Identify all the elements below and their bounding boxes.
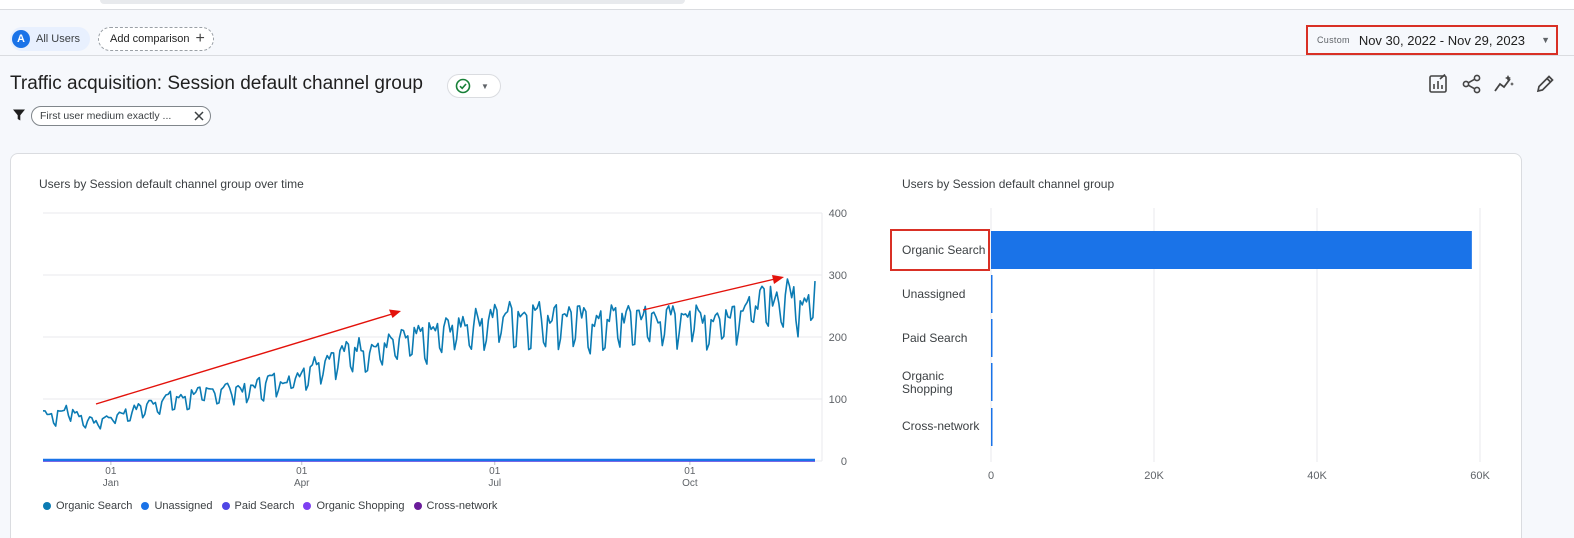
x-tick-day: 01 — [296, 466, 308, 477]
date-range-picker[interactable]: Custom Nov 30, 2022 - Nov 29, 2023 ▼ — [1306, 25, 1558, 55]
annotation-arrow — [95, 313, 393, 405]
legend-label: Unassigned — [154, 500, 213, 512]
add-comparison-label: Add comparison — [110, 33, 190, 45]
bar-chart-title: Users by Session default channel group — [902, 177, 1115, 191]
check-circle-icon — [455, 78, 471, 94]
chevron-down-icon: ▼ — [481, 81, 489, 91]
segment-label: All Users — [36, 33, 81, 45]
chevron-down-icon: ▼ — [1541, 35, 1550, 45]
bar-label-organic-shopping: Organic Shopping — [902, 370, 953, 396]
top-strip — [0, 0, 1574, 10]
legend-item-organic-shopping[interactable]: Organic Shopping — [303, 500, 405, 512]
filter-icon — [13, 109, 25, 121]
page-title: Traffic acquisition: Session default cha… — [10, 73, 423, 94]
arrowhead — [772, 275, 784, 284]
legend-item-paid-search[interactable]: Paid Search — [221, 500, 295, 512]
line-chart-legend: Organic Search Unassigned Paid Search Or… — [43, 500, 497, 512]
legend-item-organic-search[interactable]: Organic Search — [43, 500, 132, 512]
x-tick-month: Jul — [488, 478, 501, 489]
legend-swatch — [141, 502, 150, 510]
bar-label-paid-search: Paid Search — [902, 331, 968, 345]
share-icon[interactable] — [1461, 73, 1483, 95]
legend-swatch — [303, 502, 312, 510]
x-tick-day: 01 — [489, 466, 501, 477]
series-line-organic-search — [42, 278, 816, 430]
date-range-value: Nov 30, 2022 - Nov 29, 2023 — [1358, 32, 1526, 48]
arrowhead — [389, 309, 401, 318]
highlight-box — [890, 229, 990, 271]
legend-label: Organic Shopping — [316, 500, 405, 512]
x-tick-month: Jan — [103, 478, 119, 489]
y-tick-label: 0 — [841, 456, 847, 468]
edit-icon[interactable] — [1534, 73, 1556, 95]
legend-swatch — [43, 502, 51, 510]
x-tick-label: 60K — [1470, 470, 1490, 482]
date-range-type: Custom — [1317, 35, 1350, 45]
x-tick-label: 0 — [988, 470, 994, 482]
bar-label-unassigned: Unassigned — [902, 287, 966, 301]
line-chart-title: Users by Session default channel group o… — [39, 177, 304, 191]
customize-report-icon[interactable] — [1427, 73, 1449, 95]
x-tick-label: 40K — [1307, 470, 1327, 482]
legend-item-cross-network[interactable]: Cross-network — [413, 500, 498, 512]
legend-label: Organic Search — [56, 500, 133, 512]
legend-label: Paid Search — [234, 500, 295, 512]
filter-chip-label: First user medium exactly ... — [40, 110, 172, 122]
add-comparison-button[interactable]: Add comparison + — [98, 27, 214, 51]
bar-label-line: Organic — [902, 369, 945, 383]
annotation-arrow — [642, 278, 776, 311]
x-tick-day: 01 — [105, 466, 117, 477]
x-tick-day: 01 — [684, 466, 696, 477]
legend-label: Cross-network — [426, 500, 498, 512]
report-status-dropdown[interactable]: ▼ — [447, 74, 501, 98]
plus-icon: + — [195, 30, 205, 47]
segment-badge: A — [12, 30, 30, 48]
legend-swatch — [221, 502, 230, 510]
bar-organic-shopping — [991, 363, 993, 401]
y-tick-label: 200 — [829, 332, 847, 344]
bar-cross-network — [991, 408, 993, 446]
bar-label-line: Shopping — [902, 382, 953, 396]
chart-card — [10, 153, 1522, 538]
legend-swatch — [413, 502, 422, 510]
segment-chip-all-users[interactable]: A All Users — [10, 27, 91, 51]
legend-item-unassigned[interactable]: Unassigned — [141, 500, 213, 512]
bar-label-organic-search: Organic Search — [902, 243, 986, 257]
y-tick-label: 100 — [829, 394, 847, 406]
y-tick-label: 400 — [829, 208, 847, 220]
x-tick-month: Apr — [294, 478, 310, 489]
filter-chip[interactable]: First user medium exactly ... — [31, 106, 211, 126]
bar-unassigned — [991, 275, 993, 313]
bar-label-cross-network: Cross-network — [902, 419, 980, 433]
bar-organic-search — [991, 231, 1472, 269]
y-tick-label: 300 — [829, 270, 847, 282]
x-tick-month: Oct — [682, 478, 698, 489]
insights-icon[interactable] — [1493, 73, 1515, 95]
x-tick-label: 20K — [1144, 470, 1164, 482]
bar-paid-search — [991, 319, 993, 357]
search-bar-edge[interactable] — [100, 0, 685, 4]
close-icon[interactable] — [193, 110, 205, 122]
comparison-bar: A All Users Add comparison + Custom Nov … — [0, 24, 1574, 56]
